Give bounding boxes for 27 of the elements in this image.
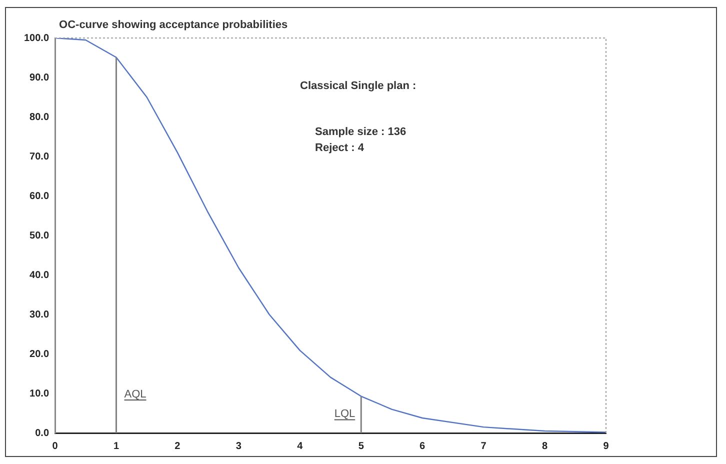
x-tick-label: 1: [113, 440, 120, 452]
chart-title: OC-curve showing acceptance probabilities: [59, 19, 288, 31]
y-tick-label: 40.0: [30, 270, 50, 281]
y-tick-label: 30.0: [30, 309, 50, 320]
y-tick-label: 80.0: [30, 112, 50, 123]
x-tick-label: 6: [420, 440, 426, 452]
y-tick-label: 70.0: [30, 151, 50, 162]
ref-line-label: AQL: [124, 388, 146, 400]
annotation: Sample size : 136: [315, 126, 406, 138]
y-tick-label: 50.0: [30, 230, 50, 242]
annotation: Classical Single plan :: [300, 80, 416, 92]
y-tick-label: 10.0: [30, 388, 50, 400]
y-tick-label: 0.0: [35, 428, 50, 439]
x-tick-label: 9: [603, 440, 610, 452]
x-tick-label: 4: [297, 440, 304, 452]
x-tick-label: 3: [236, 440, 242, 452]
x-tick-label: 7: [480, 440, 487, 452]
x-tick-label: 0: [52, 440, 58, 452]
ref-line-label: LQL: [334, 408, 356, 420]
y-tick-label: 90.0: [30, 72, 50, 84]
y-tick-label: 20.0: [30, 348, 50, 360]
y-tick-label: 100.0: [24, 32, 50, 44]
x-tick-label: 2: [174, 440, 181, 452]
y-tick-label: 60.0: [30, 190, 50, 202]
x-tick-label: 8: [542, 440, 548, 452]
x-tick-label: 5: [358, 440, 364, 452]
annotation: Reject : 4: [315, 142, 365, 154]
